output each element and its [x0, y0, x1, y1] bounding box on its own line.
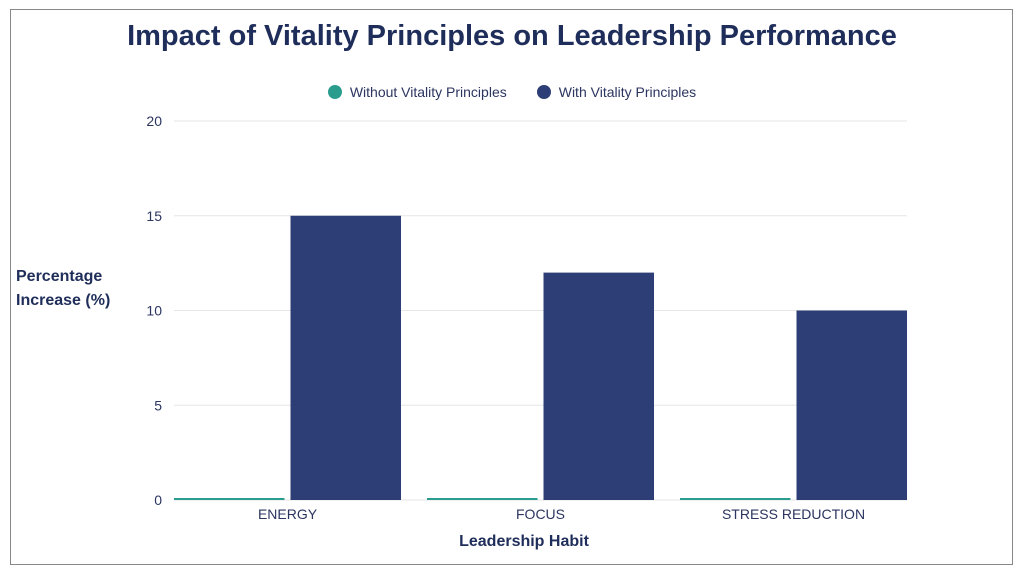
x-tick-label: FOCUS — [516, 506, 565, 522]
legend-label: Without Vitality Principles — [349, 84, 507, 100]
legend-swatch — [536, 85, 551, 99]
bar-with — [290, 215, 401, 500]
x-tick-label: ENERGY — [258, 506, 318, 522]
chart-frame — [10, 9, 1013, 565]
y-tick-label: 10 — [146, 303, 162, 319]
y-axis-label: Percentage Increase (%) — [16, 265, 110, 313]
y-axis-label-line: Increase (%) — [16, 292, 111, 309]
x-axis-label: Leadership Habit — [459, 533, 589, 550]
bar-without — [427, 498, 538, 500]
y-tick-label: 15 — [146, 208, 162, 224]
y-tick-label: 20 — [146, 113, 162, 129]
bar-with — [796, 310, 907, 500]
legend-swatch — [327, 85, 342, 99]
y-axis-label-line: Percentage — [16, 268, 103, 285]
bar-with — [543, 272, 654, 500]
bar-without — [680, 498, 791, 500]
y-tick-label: 5 — [154, 397, 162, 413]
chart-title: Impact of Vitality Principles on Leaders… — [127, 20, 897, 52]
bar-without — [174, 498, 285, 500]
x-tick-label: STRESS REDUCTION — [722, 506, 865, 522]
legend-label: With Vitality Principles — [558, 84, 697, 100]
legend-item-with[interactable]: With Vitality Principles — [536, 84, 697, 100]
y-tick-label: 0 — [154, 492, 162, 508]
legend: Without Vitality Principles With Vitalit… — [0, 84, 1024, 100]
legend-item-without[interactable]: Without Vitality Principles — [327, 84, 507, 100]
